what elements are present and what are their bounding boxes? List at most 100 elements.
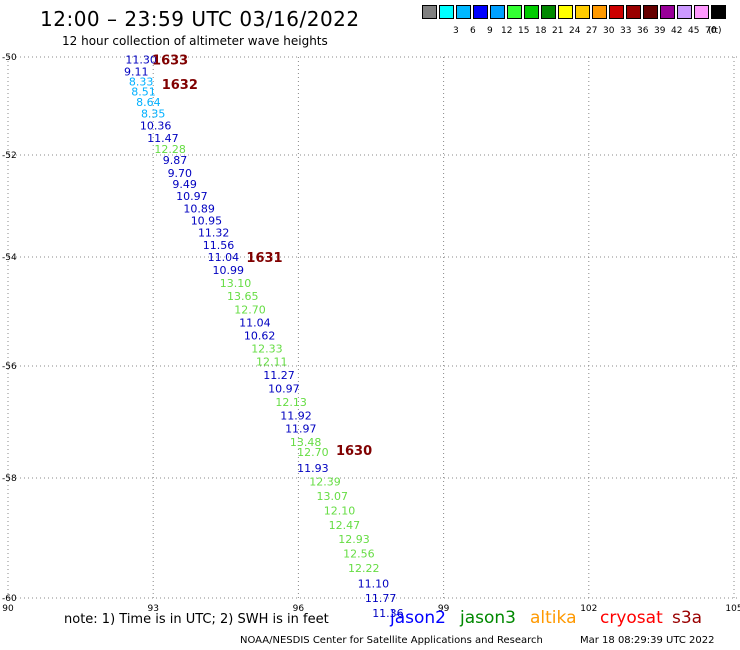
scale-label: 3 (453, 26, 459, 36)
swh-value-label: 8.64 (136, 96, 161, 109)
swh-value-label: 11.27 (263, 369, 295, 382)
scale-swatch (711, 5, 726, 19)
scale-swatch (660, 5, 675, 19)
scale-swatch (609, 5, 624, 19)
swh-value-label: 12.10 (324, 504, 356, 517)
time-labels: 1633 1632 1631 1630 (152, 53, 372, 459)
scale-label: 27 (586, 26, 598, 36)
swh-value-label: 13.07 (317, 490, 349, 503)
scale-swatch (507, 5, 522, 19)
latitude-labels: -50 -52 -54 -56 -58 -60 (2, 53, 17, 604)
swh-value-label: 12.33 (251, 343, 283, 356)
footer-note: note: 1) Time is in UTC; 2) SWH is in fe… (64, 612, 329, 627)
longitude-labels: 90 93 96 99 102 105 (2, 604, 740, 614)
swh-value-label: 10.99 (212, 264, 244, 277)
scale-label: 12 (501, 26, 513, 36)
swh-value-label: 12.13 (275, 396, 307, 409)
scale-swatch (643, 5, 658, 19)
swh-value-label: 11.32 (198, 227, 230, 240)
swh-value-label: 13.10 (220, 277, 252, 290)
scale-swatch (575, 5, 590, 19)
mission-cryosat: cryosat (600, 608, 663, 628)
swh-value-label: 9.11 (124, 66, 149, 79)
scale-label: 42 (671, 26, 683, 36)
lon-tick-label: 105 (725, 604, 740, 614)
mission-s3a: s3a (672, 608, 703, 628)
mission-jason3: jason3 (460, 608, 516, 628)
scale-swatch (473, 5, 488, 19)
lon-tick-label: 90 (2, 604, 14, 614)
scale-label: 6 (470, 26, 476, 36)
swh-value-label: 12.11 (256, 356, 288, 369)
scale-label: 15 (518, 26, 530, 36)
swh-value-label: 11.77 (365, 592, 397, 605)
generated-timestamp: Mar 18 08:29:39 UTC 2022 (580, 635, 715, 646)
swh-value-label: 12.93 (338, 533, 370, 546)
mission-altika: altika (530, 608, 577, 628)
page-title: 12:00 – 23:59 UTC 03/16/2022 (40, 7, 360, 31)
swh-value-label: 10.62 (244, 329, 276, 342)
lat-tick-label: -60 (2, 594, 17, 604)
swh-value-label: 12.70 (297, 446, 329, 459)
scale-swatch (694, 5, 709, 19)
scale-label: 30 (603, 26, 615, 36)
swh-value-label: 11.56 (203, 239, 235, 252)
swh-value-label: 10.36 (140, 120, 172, 133)
swh-value-label: 10.95 (191, 214, 223, 227)
lat-tick-label: -54 (2, 253, 17, 263)
scale-swatch (558, 5, 573, 19)
swh-value-label: 12.70 (234, 303, 266, 316)
pass-time-label: 1630 (336, 444, 372, 459)
pass-time-label: 1633 (152, 53, 188, 68)
scale-label: 70 (705, 26, 717, 36)
scale-label: 24 (569, 26, 581, 36)
swh-value-label: 11.04 (208, 251, 240, 264)
scale-swatch (677, 5, 692, 19)
scale-unit: (ft) (708, 26, 722, 36)
swh-value-label: 11.92 (280, 409, 312, 422)
scale-label: 21 (552, 26, 564, 36)
swh-value-label: 12.56 (343, 548, 375, 561)
swh-value-label: 13.48 (290, 436, 322, 449)
swh-value-label: 10.97 (268, 382, 300, 395)
pass-time-label: 1631 (246, 251, 282, 266)
lon-tick-label: 93 (147, 604, 158, 614)
scale-label: 18 (535, 26, 547, 36)
swh-observations: 11.309.118.338.518.648.3510.3611.4712.28… (124, 53, 404, 620)
scale-swatch (490, 5, 505, 19)
swh-value-label: 13.65 (227, 290, 259, 303)
scale-swatch (592, 5, 607, 19)
scale-swatch (626, 5, 641, 19)
lon-tick-label: 99 (438, 604, 450, 614)
scale-label: 45 (688, 26, 700, 36)
scale-label: 33 (620, 26, 632, 36)
swh-value-label: 11.30 (125, 53, 157, 66)
map-grid (7, 56, 740, 600)
swh-value-label: 11.04 (239, 316, 271, 329)
swh-value-label: 10.89 (183, 203, 215, 216)
pass-time-label: 1632 (162, 78, 198, 93)
swh-value-label: 12.39 (309, 476, 341, 489)
swh-value-label: 9.87 (163, 154, 188, 167)
swh-value-label: 11.47 (147, 132, 179, 145)
credit-text: NOAA/NESDIS Center for Satellite Applica… (240, 635, 543, 646)
swh-value-label: 9.49 (172, 178, 197, 191)
mission-jason2: jason2 (390, 608, 446, 628)
swh-value-label: 8.51 (131, 85, 156, 98)
scale-swatch (422, 5, 437, 19)
swh-value-label: 11.10 (358, 578, 390, 591)
swh-value-label: 11.97 (285, 423, 317, 436)
scale-label: 39 (654, 26, 666, 36)
scale-swatch (439, 5, 454, 19)
scale-swatch (541, 5, 556, 19)
swh-value-label: 10.97 (176, 190, 208, 203)
lon-tick-label: 102 (580, 604, 597, 614)
page-subtitle: 12 hour collection of altimeter wave hei… (62, 34, 328, 48)
lat-tick-label: -58 (2, 474, 17, 484)
scale-swatch (456, 5, 471, 19)
lat-tick-label: -50 (2, 53, 17, 63)
swh-value-label: 12.28 (154, 143, 186, 156)
scale-swatch (524, 5, 539, 19)
swh-value-label: 12.22 (348, 562, 380, 575)
